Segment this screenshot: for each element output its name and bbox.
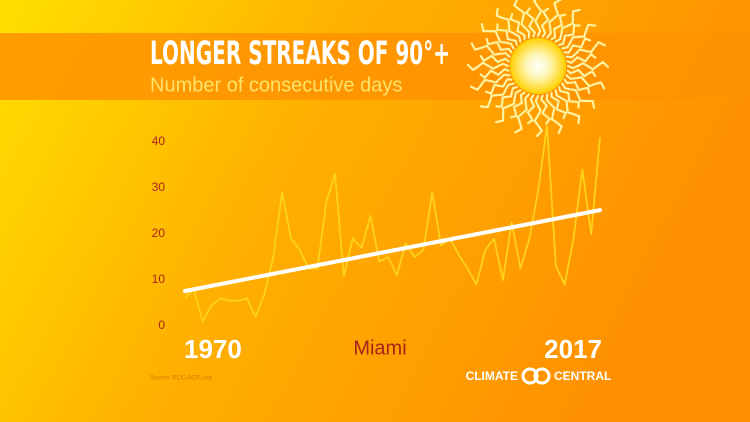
sun-ray <box>470 42 511 58</box>
sun-ray <box>466 61 510 72</box>
sun-ray <box>566 68 597 78</box>
sun-ray <box>540 7 550 38</box>
sun-ray <box>533 94 544 138</box>
chart-subtitle: Number of consecutive days <box>150 74 402 96</box>
chart-title: LONGER STREAKS OF 90°+ <box>150 34 450 72</box>
sun-ray <box>480 23 515 50</box>
sun-ray <box>495 86 518 108</box>
trend-line <box>183 208 602 293</box>
sun-ray <box>509 91 526 119</box>
sun-ray <box>565 40 607 59</box>
sun-ray <box>554 89 581 125</box>
sun-ray <box>508 12 526 41</box>
sun-ray <box>484 78 513 96</box>
sun-ray <box>546 0 562 39</box>
logo-text: CENTRAL <box>554 369 611 383</box>
sun-ray <box>558 24 581 46</box>
sun-ray <box>539 94 552 125</box>
sun-ray <box>561 23 597 50</box>
sun-ray <box>545 93 564 134</box>
sun-ray <box>512 0 531 39</box>
sun-ray <box>479 54 510 64</box>
sun-ray <box>526 94 536 125</box>
x-tick-label: 1970 <box>184 334 242 364</box>
sun-ray <box>566 60 610 71</box>
sun-ray <box>470 73 511 92</box>
sun-core <box>510 38 566 94</box>
y-tick-label: 40 <box>152 134 166 148</box>
sun-ray <box>532 0 543 38</box>
sun-ray <box>563 36 592 54</box>
sun-ray <box>565 74 606 90</box>
sun-ray <box>566 52 597 65</box>
sun-ray <box>514 93 530 134</box>
y-tick-label: 20 <box>152 226 166 240</box>
sun-ray <box>561 82 596 110</box>
sun-ray <box>563 78 591 95</box>
annotation: Miami <box>353 337 406 359</box>
sun-ray <box>550 91 568 120</box>
x-tick-label: 2017 <box>544 334 602 364</box>
sun-ray <box>496 23 518 46</box>
sun-ray <box>485 37 513 54</box>
sun-ray <box>558 86 580 109</box>
sun-ray <box>550 13 567 41</box>
sun-ray <box>524 7 537 38</box>
source: Source: RCC-ACIS.org <box>150 376 212 382</box>
logo-text: CLIMATE <box>466 369 518 383</box>
title-banner <box>0 33 750 100</box>
logo-icon <box>521 367 539 385</box>
sun-ray <box>479 82 515 109</box>
sun-ray <box>479 67 510 80</box>
y-tick-label: 10 <box>152 272 166 286</box>
logo-icon <box>533 367 551 385</box>
sun-ray <box>495 7 522 43</box>
sun-ray <box>495 89 522 124</box>
y-tick-label: 30 <box>152 180 166 194</box>
sun-ray <box>554 8 582 43</box>
data-line <box>184 125 601 323</box>
sun <box>466 0 610 138</box>
y-tick-label: 0 <box>158 318 165 332</box>
